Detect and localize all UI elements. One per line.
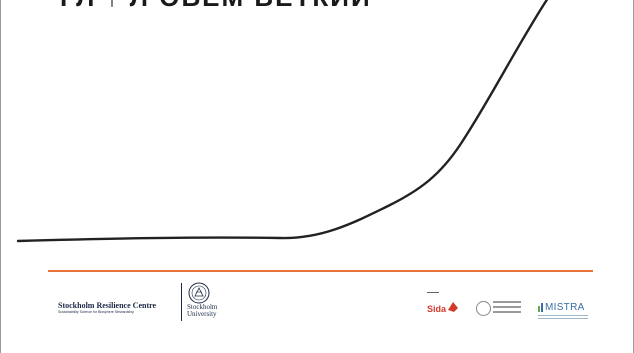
footer: Stockholm Resilience Centre Sustainabili… (0, 278, 634, 338)
sida-name: Sida (427, 304, 446, 314)
kva-line (493, 306, 521, 308)
kva-logo (476, 290, 526, 320)
mistra-name: MISTRA (545, 302, 585, 313)
src-logo: Stockholm Resilience Centre Sustainabili… (58, 301, 178, 315)
sida-logo: ▬▬▬▬ Sida (427, 290, 469, 320)
mistra-logo: MISTRA (538, 290, 596, 320)
growth-curve (0, 0, 634, 260)
footer-divider (48, 270, 593, 272)
stockholm-university-seal-icon (188, 282, 210, 304)
mistra-subline (538, 318, 588, 319)
src-tagline: Sustainability Science for Biosphere Ste… (58, 310, 178, 315)
logo-divider (181, 283, 182, 321)
kva-emblem-icon (476, 301, 491, 316)
mistra-subline (538, 315, 588, 316)
sida-caption-icon: ▬▬▬▬ (427, 290, 439, 294)
kva-line (493, 311, 521, 313)
kva-text-lines (493, 301, 521, 316)
su-name-line2: University (187, 311, 217, 318)
kva-line (493, 301, 521, 303)
src-name: Stockholm Resilience Centre (58, 301, 178, 310)
stockholm-university-name: Stockholm University (187, 304, 217, 318)
mistra-mark-icon (538, 303, 544, 312)
growth-curve-line (18, 0, 550, 241)
mistra-subtitle-lines (538, 315, 588, 321)
sida-mark-icon (446, 300, 460, 314)
